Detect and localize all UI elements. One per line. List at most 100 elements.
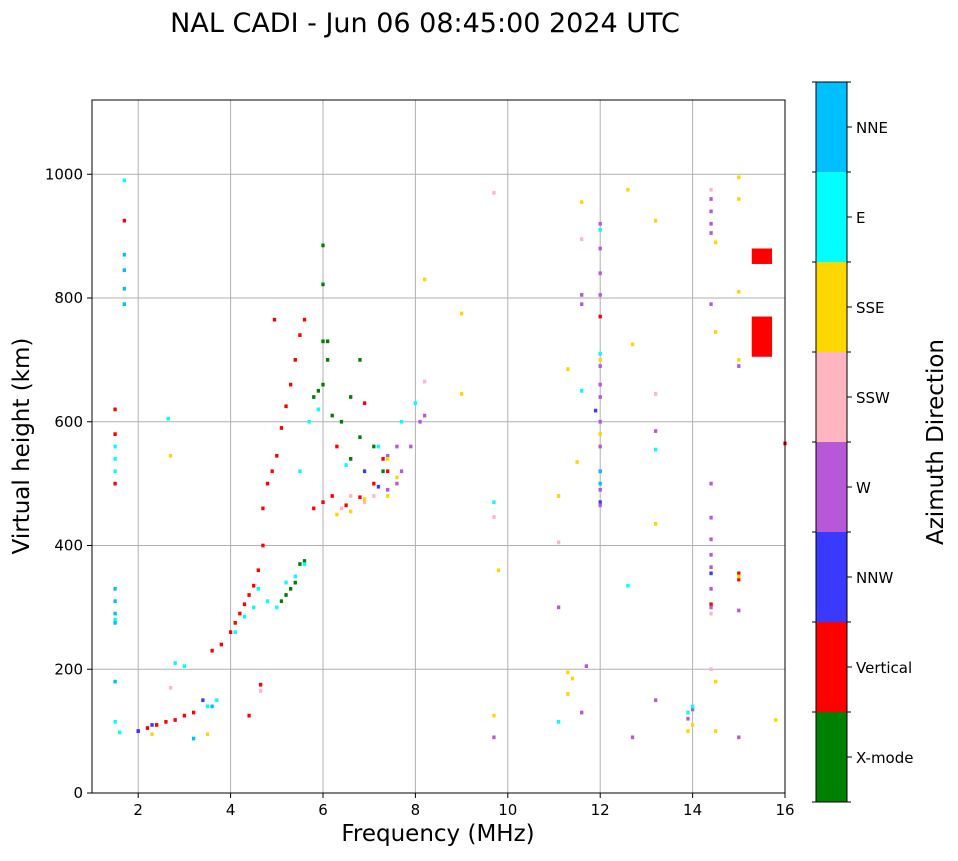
data-point: [302, 559, 307, 563]
data-point: [709, 481, 713, 486]
data-point: [598, 271, 602, 276]
data-point: [330, 413, 334, 418]
data-point: [709, 565, 713, 570]
data-point: [358, 495, 362, 500]
colorbar-tick-label: NNE: [856, 119, 888, 137]
data-point: [289, 586, 293, 591]
data-point: [113, 617, 117, 622]
data-point: [298, 562, 302, 566]
data-point: [690, 723, 695, 727]
data-point: [289, 382, 293, 387]
y-tick-label: 200: [54, 660, 83, 678]
data-point: [584, 664, 588, 669]
data-point: [210, 704, 214, 709]
data-point: [399, 419, 404, 424]
data-point: [321, 339, 325, 344]
colorbar: X-mode Vertical NNW W SSW SSE E NNE: [812, 81, 913, 803]
data-point: [344, 463, 348, 467]
data-point: [598, 382, 602, 387]
data-point: [492, 713, 496, 718]
colorbar-segment-nne: [816, 82, 847, 172]
data-point: [113, 432, 117, 436]
data-point: [258, 682, 263, 687]
data-point: [737, 571, 741, 576]
data-point: [556, 494, 561, 498]
y-tick-label: 1000: [45, 165, 83, 183]
data-point: [714, 240, 718, 245]
data-point: [709, 552, 713, 557]
data-point: [362, 401, 367, 406]
data-point: [113, 481, 117, 486]
data-point: [386, 457, 390, 461]
data-point: [335, 444, 339, 449]
data-point: [686, 716, 690, 721]
data-point: [598, 221, 602, 226]
x-tick-label: 6: [318, 801, 328, 819]
data-point: [709, 586, 713, 591]
data-point: [598, 246, 602, 251]
data-point: [349, 494, 353, 498]
data-point: [145, 726, 150, 730]
data-point: [358, 358, 362, 362]
data-point: [150, 732, 154, 737]
data-point: [155, 723, 159, 727]
data-point: [113, 599, 117, 604]
data-point: [339, 506, 344, 511]
data-point: [598, 351, 602, 356]
data-point: [293, 580, 297, 585]
data-point: [566, 670, 570, 675]
data-point: [709, 667, 713, 672]
data-point: [653, 429, 658, 433]
data-point: [386, 494, 390, 498]
x-tick-label: 12: [591, 801, 610, 819]
data-point: [418, 419, 422, 424]
data-point: [737, 608, 741, 613]
data-point: [459, 311, 464, 316]
data-point: [298, 333, 302, 337]
data-point: [118, 730, 122, 735]
data-point: [122, 286, 126, 291]
data-point: [358, 435, 362, 440]
data-point: [376, 444, 381, 449]
data-point: [339, 419, 344, 424]
data-point: [653, 698, 658, 703]
data-point: [492, 515, 496, 519]
data-point: [349, 457, 353, 461]
data-point: [556, 540, 561, 545]
series-w: [386, 197, 741, 740]
data-point: [690, 707, 695, 712]
y-axis-label: Virtual height (km): [9, 338, 35, 555]
data-point: [686, 710, 690, 715]
data-point: [566, 692, 570, 696]
data-point: [714, 330, 718, 334]
data-point: [113, 444, 117, 449]
data-point: [284, 404, 288, 409]
data-point: [598, 293, 602, 297]
data-point: [275, 453, 279, 458]
data-point: [362, 500, 367, 505]
data-point: [247, 713, 251, 718]
data-block: [751, 248, 773, 264]
colorbar-tick-label: X-mode: [856, 749, 913, 767]
series-nne: [113, 252, 602, 741]
data-point: [182, 664, 187, 669]
data-point: [737, 735, 741, 740]
data-point: [136, 729, 140, 733]
x-tick-label: 16: [775, 801, 794, 819]
data-point: [709, 302, 713, 307]
colorbar-frame: [815, 81, 848, 803]
data-point: [395, 475, 399, 480]
data-point: [164, 719, 168, 724]
data-point: [492, 190, 496, 195]
colorbar-segment-w: [816, 442, 847, 532]
data-point: [580, 302, 584, 307]
colorbar-tick-label: NNW: [856, 569, 893, 587]
data-point: [275, 605, 279, 610]
data-block: [751, 316, 773, 357]
data-point: [113, 407, 117, 412]
data-point: [556, 605, 561, 610]
x-tick-label: 2: [133, 801, 143, 819]
data-point: [714, 679, 718, 684]
data-point: [302, 317, 307, 322]
